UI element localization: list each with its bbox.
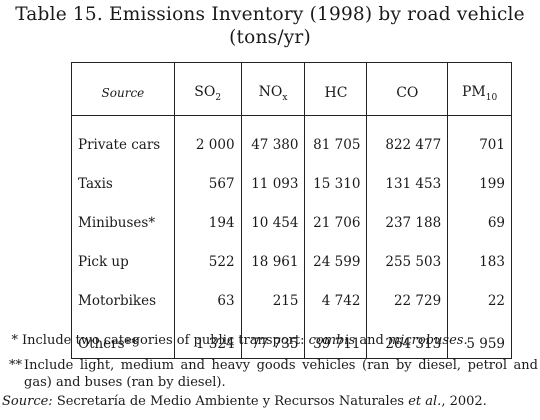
cell-source: Private cars	[71, 115, 175, 155]
table-notes: * Include two categories of public trans…	[0, 332, 540, 410]
cell-pm10: 69	[447, 194, 512, 233]
cell-hc: 24 599	[304, 233, 368, 272]
cell-co: 22 729	[366, 272, 449, 311]
table-row: Private cars 2 000 47 380 81 705 822 477…	[71, 115, 512, 155]
cell-source: Pick up	[71, 233, 175, 272]
cell-so2: 63	[173, 272, 242, 311]
cell-source: Others**	[71, 311, 175, 359]
header-nox: NOx	[240, 62, 306, 116]
cell-so2: 567	[173, 155, 242, 194]
table-title-line1: Table 15. Emissions Inventory (1998) by …	[15, 4, 525, 25]
cell-source: Motorbikes	[71, 272, 175, 311]
cell-so2: 194	[173, 194, 242, 233]
header-so2: SO2	[173, 62, 242, 116]
table-row: Others** 1 324 77 735 39 711 264 313 5 9…	[71, 311, 512, 359]
table-row: Taxis 567 11 093 15 310 131 453 199	[71, 155, 512, 194]
footnote-mark: *	[11, 333, 19, 348]
cell-source: Minibuses*	[71, 194, 175, 233]
table-row: Minibuses* 194 10 454 21 706 237 188 69	[71, 194, 512, 233]
header-source: Source	[71, 62, 175, 116]
table-row: Motorbikes 63 215 4 742 22 729 22	[71, 272, 512, 311]
cell-nox: 18 961	[240, 233, 306, 272]
cell-pm10: 199	[447, 155, 512, 194]
header-co: CO	[366, 62, 449, 116]
cell-nox: 215	[240, 272, 306, 311]
footnote-mark: **	[9, 358, 22, 373]
table-title: Table 15. Emissions Inventory (1998) by …	[0, 3, 540, 49]
footnote-text: Include two categories of public transpo…	[22, 333, 468, 348]
emissions-table: Source SO2 NOx HC CO PM10 Private cars 2…	[71, 62, 512, 359]
cell-hc: 15 310	[304, 155, 368, 194]
cell-hc: 39 711	[304, 311, 368, 359]
source-citation: Source: Secretaría de Medio Ambiente y R…	[2, 394, 487, 409]
cell-pm10: 701	[447, 115, 512, 155]
table-row: Pick up 522 18 961 24 599 255 503 183	[71, 233, 512, 272]
footnote-double-asterisk: ** Include light, medium and heavy goods…	[0, 357, 540, 391]
cell-co: 255 503	[366, 233, 449, 272]
cell-so2: 522	[173, 233, 242, 272]
source-label: Source:	[2, 394, 53, 409]
cell-hc: 4 742	[304, 272, 368, 311]
cell-source: Taxis	[71, 155, 175, 194]
header-pm10: PM10	[447, 62, 512, 116]
table-header-row: Source SO2 NOx HC CO PM10	[71, 62, 512, 116]
cell-co: 237 188	[366, 194, 449, 233]
cell-so2: 2 000	[173, 115, 242, 155]
cell-co: 264 313	[366, 311, 449, 359]
footnote-text: Include light, medium and heavy goods ve…	[24, 358, 538, 390]
cell-co: 822 477	[366, 115, 449, 155]
cell-nox: 47 380	[240, 115, 306, 155]
cell-nox: 11 093	[240, 155, 306, 194]
cell-nox: 10 454	[240, 194, 306, 233]
cell-pm10: 5 959	[447, 311, 512, 359]
footnote-single-asterisk: * Include two categories of public trans…	[0, 332, 540, 349]
header-hc: HC	[304, 62, 368, 116]
cell-pm10: 183	[447, 233, 512, 272]
cell-pm10: 22	[447, 272, 512, 311]
cell-hc: 21 706	[304, 194, 368, 233]
cell-co: 131 453	[366, 155, 449, 194]
cell-nox: 77 735	[240, 311, 306, 359]
table-title-units: (tons/yr)	[229, 27, 311, 48]
cell-hc: 81 705	[304, 115, 368, 155]
